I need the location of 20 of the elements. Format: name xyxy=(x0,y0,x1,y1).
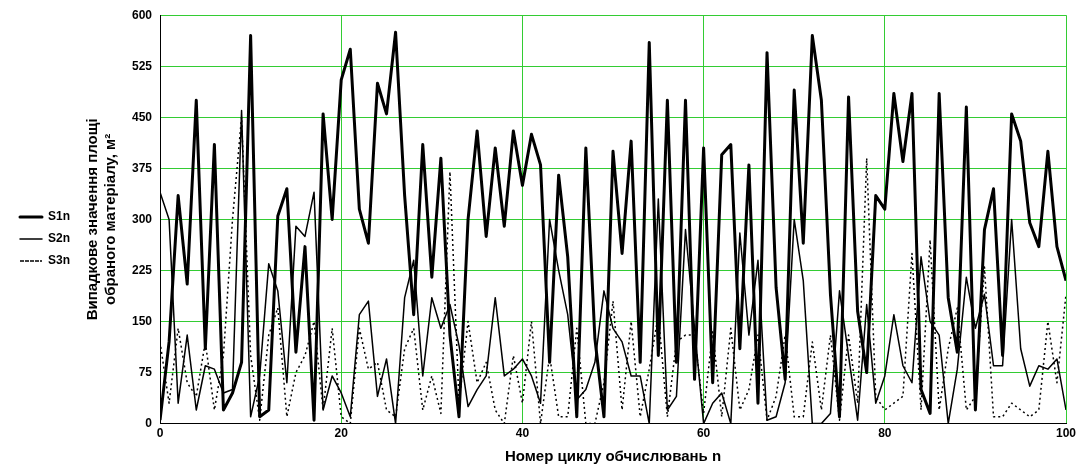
y-tick-label: 225 xyxy=(132,262,153,277)
x-tick-label: 20 xyxy=(334,426,349,441)
x-tick-label: 80 xyxy=(878,426,892,441)
y-axis-title: Випадкове значення площі обраного матеріалу, м² xyxy=(83,118,119,321)
legend-label: S3n xyxy=(48,253,71,268)
x-tick-label: 40 xyxy=(515,426,530,441)
y-tick-label: 375 xyxy=(132,160,153,175)
y-tick-label: 75 xyxy=(138,364,153,379)
y-tick-label: 525 xyxy=(132,58,153,73)
y-tick-label: 300 xyxy=(132,211,153,226)
y-tick-label: 600 xyxy=(132,7,153,22)
x-tick-label: 100 xyxy=(1055,426,1077,441)
x-axis-title: Номер циклу обчислювань n xyxy=(504,447,722,465)
legend-label: S2n xyxy=(48,231,71,246)
x-tick-label: 0 xyxy=(156,426,164,441)
y-tick-label: 0 xyxy=(145,415,153,430)
legend-label: S1n xyxy=(48,209,71,224)
y-tick-label: 150 xyxy=(132,313,153,328)
y-tick-label: 450 xyxy=(132,109,153,124)
x-tick-label: 60 xyxy=(696,426,711,441)
